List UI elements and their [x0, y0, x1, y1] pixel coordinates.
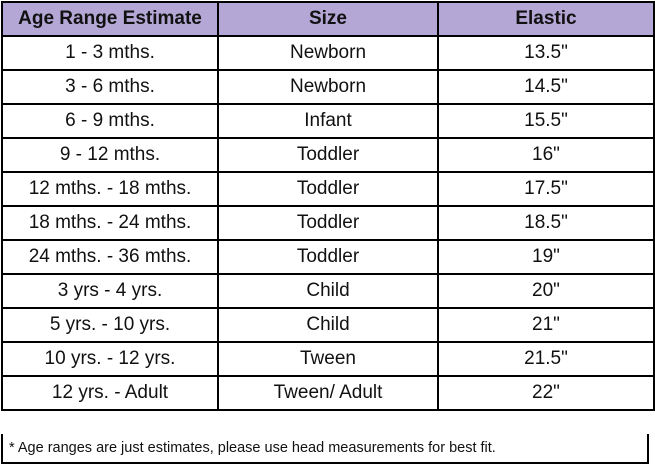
size-cell: Newborn — [217, 69, 439, 105]
age-range-cell: 10 yrs. - 12 yrs. — [1, 341, 219, 377]
table-row: 12 mths. - 18 mths. Toddler 17.5" — [1, 171, 655, 207]
header-row: Age Range Estimate Size Elastic — [1, 1, 655, 37]
age-range-cell: 18 mths. - 24 mths. — [1, 205, 219, 241]
age-range-cell: 12 mths. - 18 mths. — [1, 171, 219, 207]
age-range-cell: 6 - 9 mths. — [1, 103, 219, 139]
age-range-cell: 3 yrs - 4 yrs. — [1, 273, 219, 309]
table-row: 1 - 3 mths. Newborn 13.5" — [1, 35, 655, 71]
table-row: 10 yrs. - 12 yrs. Tween 21.5" — [1, 341, 655, 377]
size-cell: Toddler — [217, 239, 439, 275]
size-cell: Toddler — [217, 171, 439, 207]
size-cell: Child — [217, 307, 439, 343]
footnote: * Age ranges are just estimates, please … — [1, 434, 649, 464]
elastic-cell: 19" — [437, 239, 655, 275]
elastic-cell: 22" — [437, 375, 655, 411]
elastic-cell: 21" — [437, 307, 655, 343]
size-cell: Tween — [217, 341, 439, 377]
size-cell: Tween/ Adult — [217, 375, 439, 411]
elastic-cell: 14.5" — [437, 69, 655, 105]
header-age-range: Age Range Estimate — [1, 1, 219, 37]
table-row: 12 yrs. - Adult Tween/ Adult 22" — [1, 375, 655, 411]
size-cell: Newborn — [217, 35, 439, 71]
elastic-cell: 21.5" — [437, 341, 655, 377]
header-elastic: Elastic — [437, 1, 655, 37]
elastic-cell: 20" — [437, 273, 655, 309]
age-range-cell: 12 yrs. - Adult — [1, 375, 219, 411]
table-row: 3 - 6 mths. Newborn 14.5" — [1, 69, 655, 105]
elastic-cell: 17.5" — [437, 171, 655, 207]
elastic-cell: 15.5" — [437, 103, 655, 139]
table-row: 9 - 12 mths. Toddler 16" — [1, 137, 655, 173]
table-row: 5 yrs. - 10 yrs. Child 21" — [1, 307, 655, 343]
age-range-cell: 5 yrs. - 10 yrs. — [1, 307, 219, 343]
table-row: 18 mths. - 24 mths. Toddler 18.5" — [1, 205, 655, 241]
elastic-cell: 13.5" — [437, 35, 655, 71]
age-range-cell: 3 - 6 mths. — [1, 69, 219, 105]
age-range-cell: 1 - 3 mths. — [1, 35, 219, 71]
size-cell: Toddler — [217, 205, 439, 241]
size-cell: Infant — [217, 103, 439, 139]
table-row: 6 - 9 mths. Infant 15.5" — [1, 103, 655, 139]
size-chart-table: Age Range Estimate Size Elastic 1 - 3 mt… — [1, 1, 655, 411]
header-size: Size — [217, 1, 439, 37]
elastic-cell: 16" — [437, 137, 655, 173]
elastic-cell: 18.5" — [437, 205, 655, 241]
table-row: 3 yrs - 4 yrs. Child 20" — [1, 273, 655, 309]
size-cell: Toddler — [217, 137, 439, 173]
age-range-cell: 24 mths. - 36 mths. — [1, 239, 219, 275]
table-row: 24 mths. - 36 mths. Toddler 19" — [1, 239, 655, 275]
age-range-cell: 9 - 12 mths. — [1, 137, 219, 173]
size-cell: Child — [217, 273, 439, 309]
